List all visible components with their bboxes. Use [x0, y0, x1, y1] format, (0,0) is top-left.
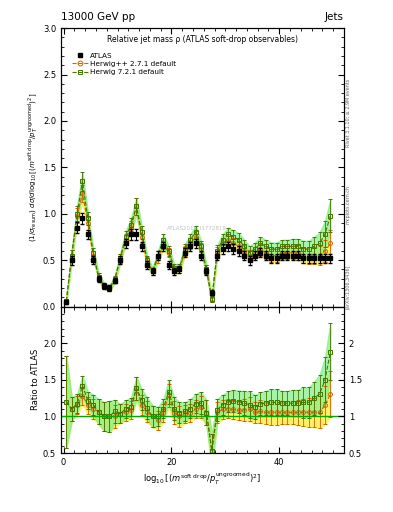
- ATLAS: [231, 246, 236, 252]
- ATLAS: [118, 257, 123, 263]
- ATLAS: [107, 285, 112, 291]
- ATLAS: [199, 252, 204, 259]
- ATLAS: [263, 252, 268, 259]
- Y-axis label: $(1/\sigma_{\rm resum})$ $d\sigma/d\log_{10}[(m^{\rm soft\ drop}/p_T^{\rm ungroo: $(1/\sigma_{\rm resum})$ $d\sigma/d\log_…: [26, 93, 40, 242]
- ATLAS: [323, 255, 327, 262]
- Line: ATLAS: ATLAS: [64, 216, 332, 304]
- ATLAS: [226, 243, 230, 249]
- ATLAS: [69, 257, 74, 263]
- ATLAS: [274, 255, 279, 262]
- ATLAS: [177, 266, 182, 272]
- ATLAS: [307, 255, 311, 262]
- ATLAS: [296, 252, 300, 259]
- ATLAS: [285, 252, 290, 259]
- ATLAS: [86, 231, 90, 237]
- ATLAS: [247, 257, 252, 263]
- ATLAS: [91, 257, 95, 263]
- Legend: ATLAS, Herwig++ 2.7.1 default, Herwig 7.2.1 default: ATLAS, Herwig++ 2.7.1 default, Herwig 7.…: [70, 51, 178, 77]
- X-axis label: $\log_{10}[(m^{\rm soft\ drop}/p_T^{\rm ungroomed})^2]$: $\log_{10}[(m^{\rm soft\ drop}/p_T^{\rm …: [143, 471, 261, 487]
- Text: mcplots.cern.ch: mcplots.cern.ch: [345, 185, 350, 224]
- ATLAS: [301, 255, 306, 262]
- ATLAS: [220, 246, 225, 252]
- ATLAS: [290, 252, 295, 259]
- ATLAS: [204, 268, 209, 274]
- ATLAS: [215, 252, 220, 259]
- ATLAS: [237, 248, 241, 254]
- Text: Rivet 3.1.10; ≥ 2.9M events: Rivet 3.1.10; ≥ 2.9M events: [345, 78, 350, 147]
- Text: [arXiv:1306.3436]: [arXiv:1306.3436]: [345, 265, 350, 309]
- ATLAS: [80, 216, 85, 222]
- ATLAS: [166, 262, 171, 268]
- ATLAS: [269, 255, 274, 262]
- ATLAS: [123, 241, 128, 247]
- ATLAS: [328, 255, 333, 262]
- ATLAS: [172, 268, 176, 274]
- ATLAS: [96, 275, 101, 282]
- ATLAS: [145, 262, 149, 268]
- ATLAS: [312, 255, 317, 262]
- Text: 13000 GeV pp: 13000 GeV pp: [61, 11, 135, 22]
- ATLAS: [253, 252, 257, 259]
- ATLAS: [140, 243, 144, 249]
- ATLAS: [242, 252, 246, 259]
- ATLAS: [161, 243, 166, 249]
- ATLAS: [134, 231, 139, 237]
- ATLAS: [102, 283, 107, 289]
- Text: Relative jet mass ρ (ATLAS soft-drop observables): Relative jet mass ρ (ATLAS soft-drop obs…: [107, 35, 298, 44]
- ATLAS: [279, 252, 284, 259]
- ATLAS: [188, 243, 193, 249]
- Y-axis label: Ratio to ATLAS: Ratio to ATLAS: [31, 349, 40, 411]
- ATLAS: [75, 225, 79, 231]
- ATLAS: [64, 299, 69, 305]
- ATLAS: [193, 241, 198, 247]
- ATLAS: [258, 250, 263, 256]
- ATLAS: [150, 268, 155, 274]
- ATLAS: [156, 252, 160, 259]
- ATLAS: [209, 290, 214, 296]
- ATLAS: [317, 255, 322, 262]
- ATLAS: [129, 231, 133, 237]
- ATLAS: [182, 250, 187, 256]
- Text: ATLAS2019_I1772819: ATLAS2019_I1772819: [167, 226, 227, 231]
- ATLAS: [112, 278, 117, 284]
- Text: Jets: Jets: [325, 11, 344, 22]
